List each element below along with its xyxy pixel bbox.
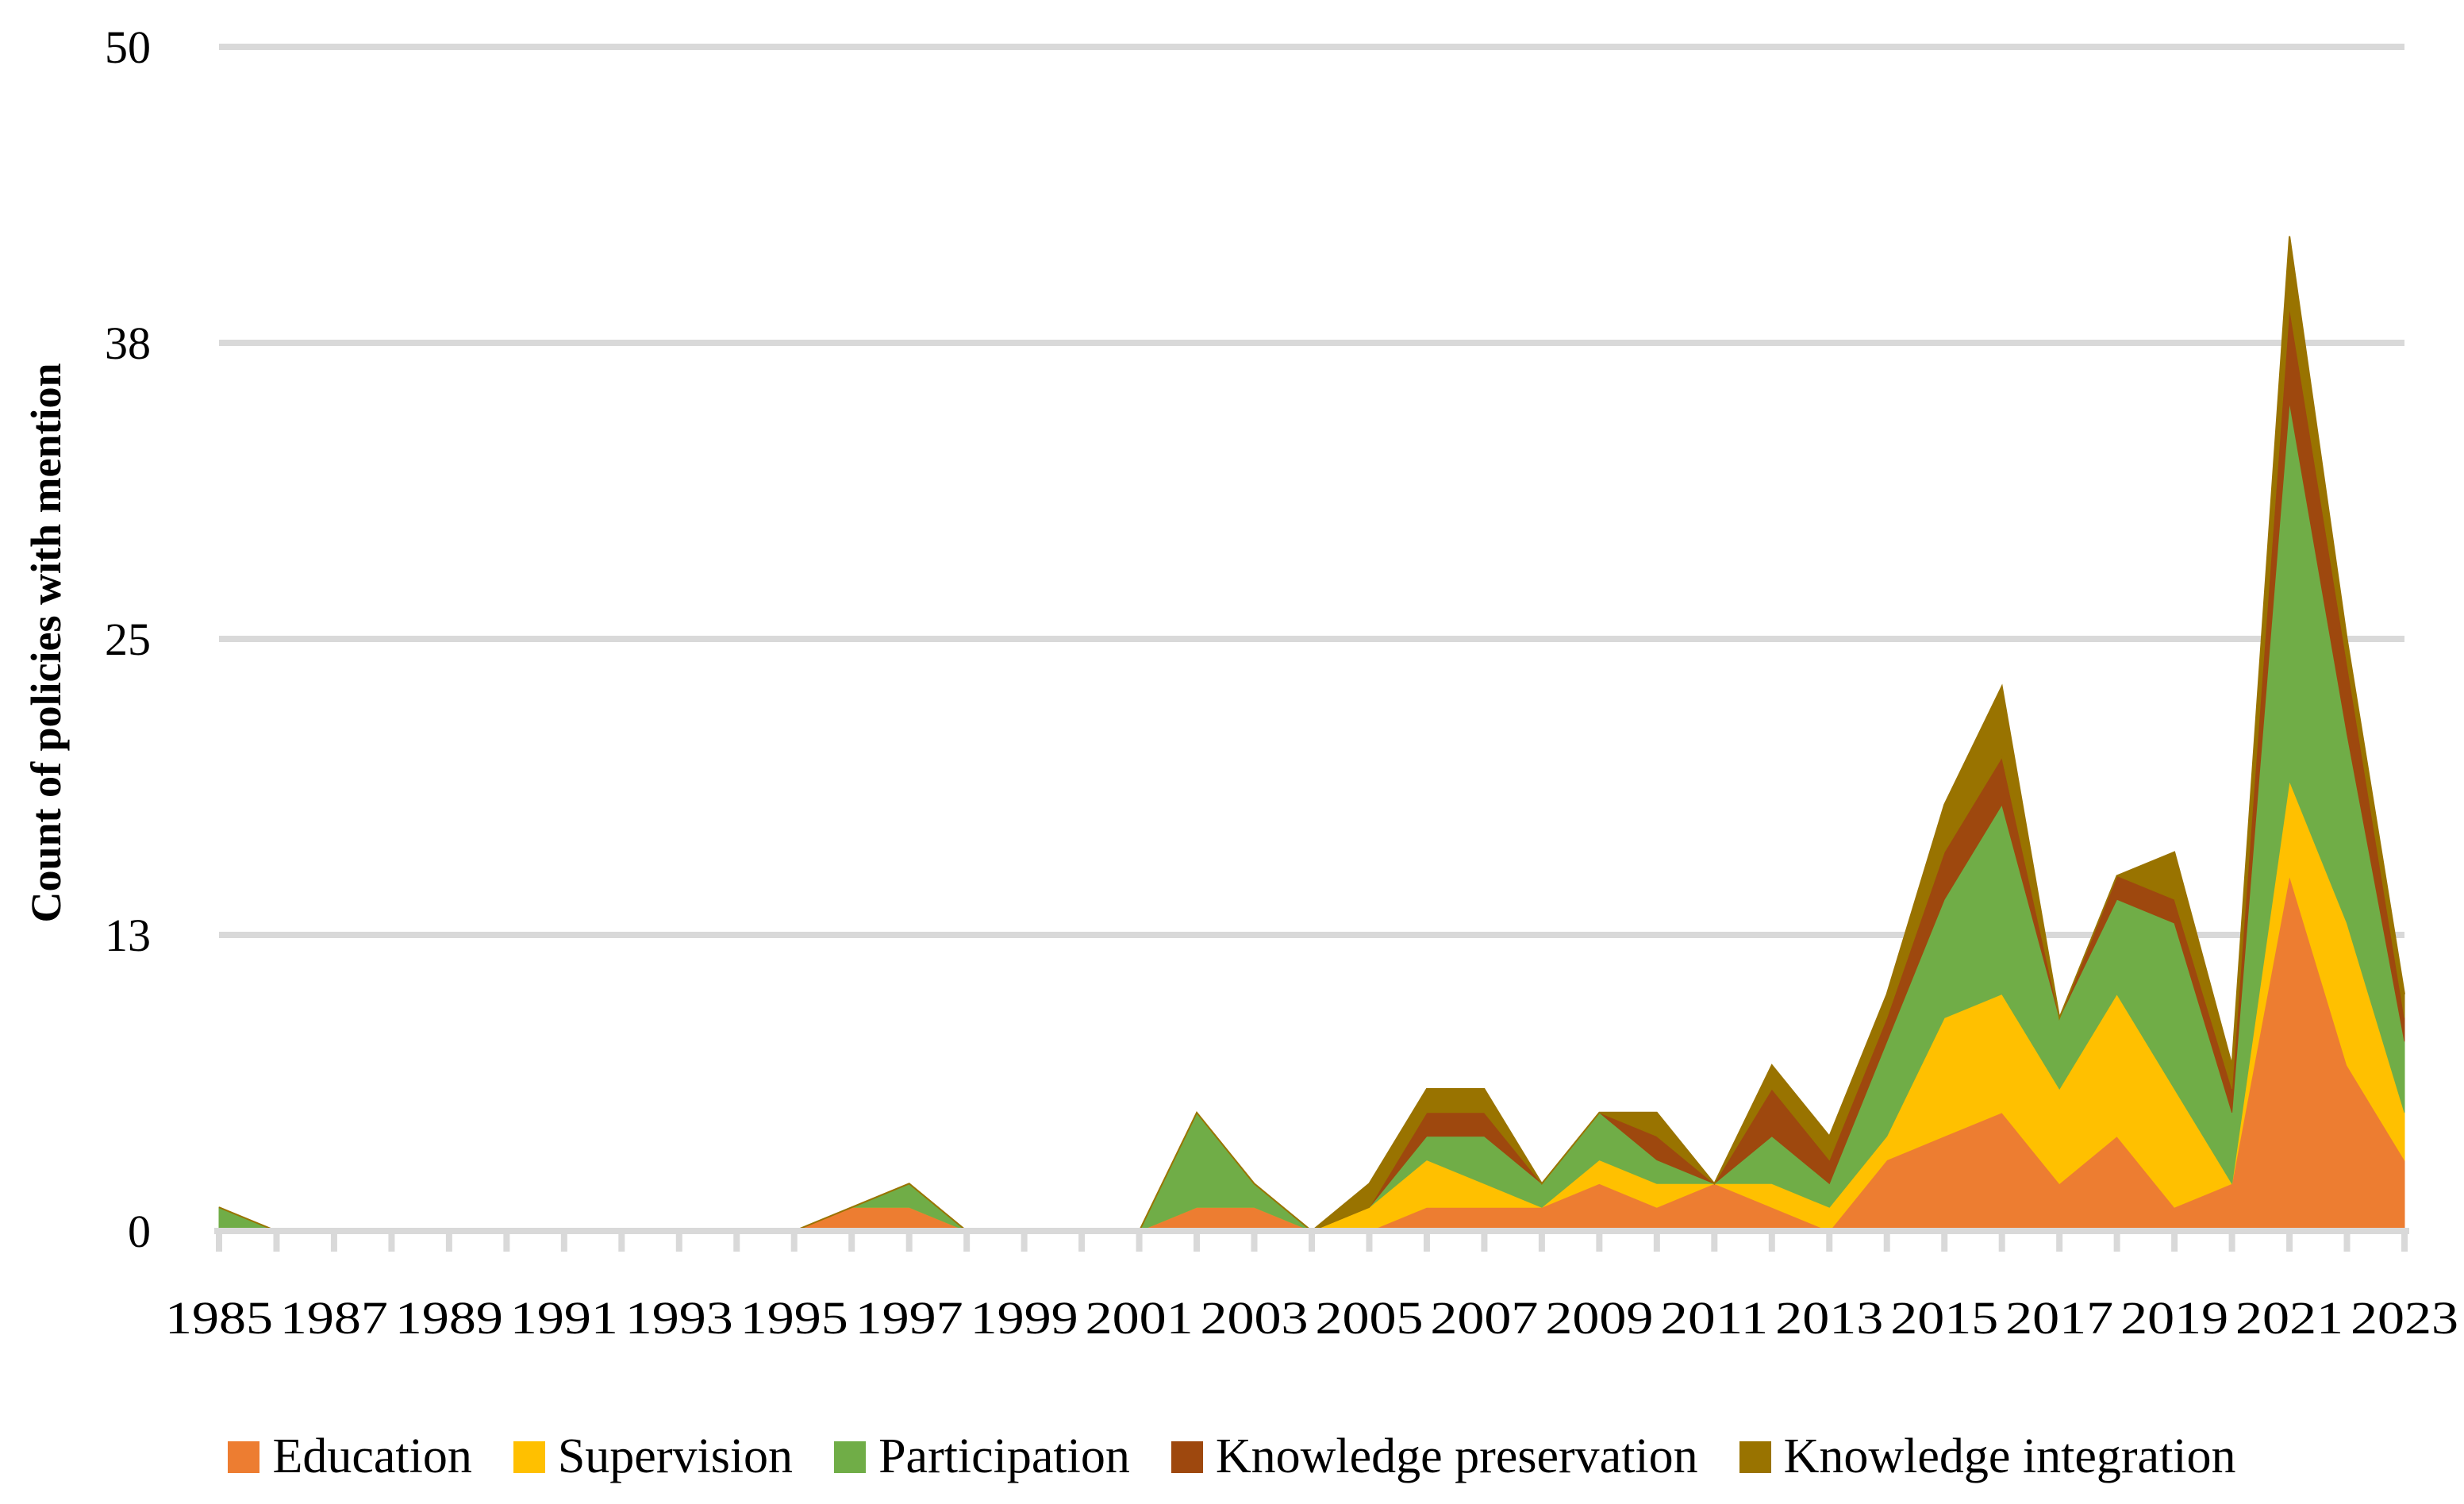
x-tick-label: 2007: [1430, 1292, 1538, 1344]
x-tick-label: 1991: [510, 1292, 618, 1344]
x-tick-label: 2015: [1890, 1292, 1998, 1344]
y-tick-label: 25: [105, 614, 151, 665]
legend-label: Supervision: [557, 1429, 794, 1483]
x-tick-label: 2001: [1086, 1292, 1194, 1344]
x-tick-label: 2003: [1201, 1292, 1309, 1344]
x-tick-label: 2005: [1315, 1292, 1423, 1344]
x-tick-label: 2017: [2005, 1292, 2113, 1344]
legend-swatch-icon: [1170, 1441, 1203, 1473]
y-axis-title: Count of policies with mention: [22, 363, 70, 923]
y-tick-label: 13: [105, 910, 151, 961]
legend-item: Participation: [834, 1429, 1130, 1485]
x-tick-label: 2013: [1775, 1292, 1883, 1344]
x-tick-label: 1999: [971, 1292, 1078, 1344]
x-tick-label: 1995: [740, 1292, 848, 1344]
gridlines: [219, 44, 2404, 938]
y-tick-label: 50: [105, 21, 151, 73]
legend-swatch-icon: [513, 1441, 545, 1473]
legend-item: Knowledge preservation: [1170, 1429, 1698, 1485]
legend-item: Knowledge integration: [1739, 1429, 2236, 1485]
y-axis: 0 13 25 38 50: [105, 21, 151, 1257]
y-tick-label: 0: [128, 1206, 151, 1257]
x-tick-label: 1997: [855, 1292, 963, 1344]
x-axis: 1985 1987 1989 1991 1993 1995 1997 1999 2001 2003…: [165, 1228, 2458, 1344]
legend-label: Participation: [878, 1429, 1130, 1483]
legend-label: Knowledge integration: [1783, 1429, 2236, 1483]
x-tick-label: 1989: [395, 1292, 503, 1344]
legend-swatch-icon: [1739, 1441, 1771, 1473]
x-tick-label: 1985: [165, 1292, 273, 1344]
x-tick-label: 2009: [1545, 1292, 1653, 1344]
legend-item: Supervision: [513, 1429, 793, 1485]
series-areas: [218, 236, 2405, 1233]
x-tick-label: 1987: [280, 1292, 388, 1344]
y-tick-label: 38: [105, 317, 151, 369]
legend: Education Supervision Participation Knowled…: [0, 1429, 2464, 1485]
legend-swatch-icon: [834, 1441, 867, 1473]
legend-label: Knowledge preservation: [1215, 1429, 1698, 1483]
x-tick-label: 2011: [1660, 1292, 1768, 1344]
legend-swatch-icon: [228, 1441, 260, 1473]
legend-label: Education: [272, 1429, 472, 1483]
x-tick-label: 2019: [2120, 1292, 2228, 1344]
x-tick-label: 2023: [2351, 1292, 2458, 1344]
legend-item: Education: [228, 1429, 472, 1485]
x-tick-label: 2021: [2235, 1292, 2343, 1344]
x-tick-label: 1993: [625, 1292, 733, 1344]
